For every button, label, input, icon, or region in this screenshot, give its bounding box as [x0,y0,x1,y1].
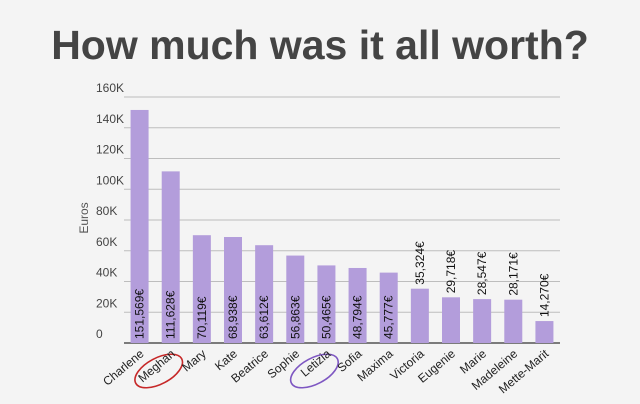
bar-meghan [161,171,180,343]
bar-maxima [379,272,398,343]
value-label: 50,465€ [319,295,333,339]
gridlines [124,96,560,344]
y-tick-label: 80K [96,204,117,218]
x-tick-label: Maxima [354,346,395,384]
bar-victoria [410,288,429,343]
y-axis-ticks: 0 20K 40K 60K 80K 100K 120K 140K 160K [96,81,124,341]
y-tick-label: 100K [96,173,124,187]
x-tick-label: Charlene [100,346,147,388]
value-label: 151,569€ [133,289,147,339]
bar-charlene [130,109,149,343]
y-tick-label: 20K [96,296,117,310]
value-label: 35,324€ [413,241,427,285]
y-tick-label: 120K [96,143,124,157]
bar-mary [192,235,211,343]
annotations [134,353,339,389]
value-label: 68,938€ [226,295,240,339]
value-label: 63,612€ [257,295,271,339]
bars [130,109,554,343]
chart-title: How much was it all worth? [51,22,589,68]
value-label: 48,794€ [351,295,365,339]
x-tick-label: Mary [179,347,208,375]
value-label: 28,171€ [506,252,520,296]
bar-eugenie [442,297,460,343]
bar-sofia [348,267,367,343]
annotation-circle [134,353,184,389]
bar-madeleine [504,299,523,343]
y-tick-label: 140K [96,112,124,126]
bar-beatrice [255,245,274,343]
value-label: 45,777€ [382,295,396,339]
bar-kate [224,237,242,343]
y-tick-label: 60K [96,235,117,249]
y-axis-label: Euros [77,202,91,233]
y-tick-label: 0 [96,327,103,341]
value-label: 28,547€ [475,251,489,295]
bar-mette-marit [535,321,554,343]
value-label: 29,718€ [444,250,458,294]
value-label: 56,863€ [288,295,302,339]
value-labels: 151,569€ 111,628€ 70,119€ 68,938€ 63,612€ 56,… [133,241,552,339]
value-label: 14,270€ [537,273,551,317]
annotation-circle [289,353,339,389]
y-tick-label: 160K [96,81,124,95]
y-tick-label: 40K [96,266,117,280]
x-tick-label: Sophie [265,346,303,381]
value-label: 70,119€ [195,296,209,339]
bar-letizia [317,265,336,343]
bar-sophie [286,255,305,343]
bar-marie [473,299,492,343]
value-label: 111,628€ [164,290,178,339]
